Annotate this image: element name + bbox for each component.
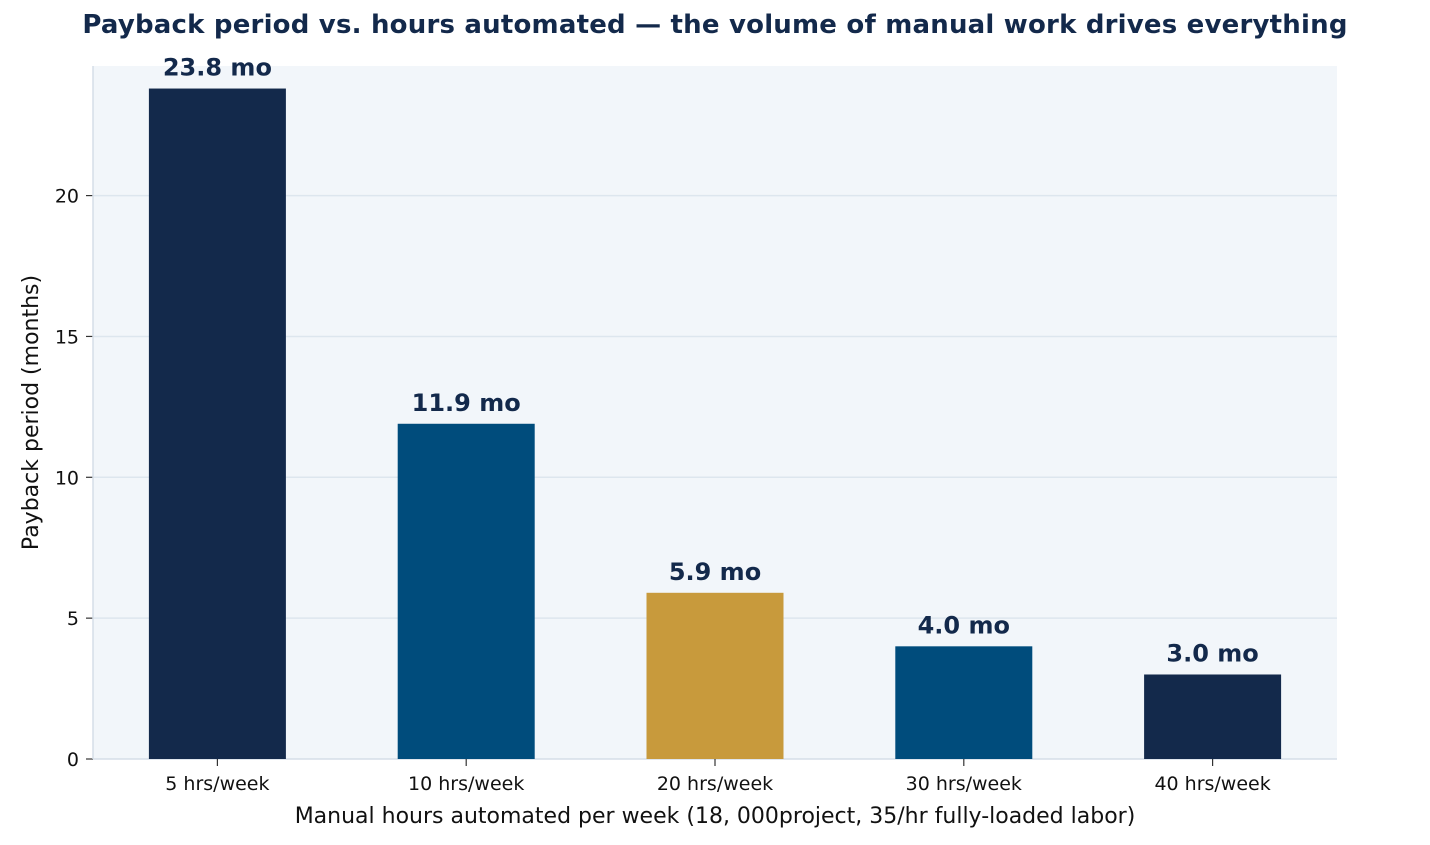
bar-value-label: 4.0 mo bbox=[918, 611, 1010, 639]
y-tick-label: 15 bbox=[55, 326, 79, 348]
plot-area: 0 5 10 15 20 23.8 mo 5 hrs/week 11.9 mo 10 hrs/w… bbox=[19, 54, 1337, 829]
chart-title: Payback period vs. hours automated — the… bbox=[82, 10, 1348, 40]
x-tick-label: 5 hrs/week bbox=[165, 773, 269, 795]
y-tick-label: 10 bbox=[55, 467, 79, 489]
y-tick-label: 20 bbox=[55, 186, 79, 208]
bar-value-label: 11.9 mo bbox=[412, 389, 521, 417]
x-axis-label: Manual hours automated per week (18, 000… bbox=[295, 804, 1136, 829]
bar-4 bbox=[895, 646, 1033, 759]
y-tick-label: 5 bbox=[67, 608, 79, 630]
x-tick-label: 40 hrs/week bbox=[1154, 773, 1270, 795]
x-tick-label: 20 hrs/week bbox=[657, 773, 773, 795]
bar-value-label: 23.8 mo bbox=[163, 54, 272, 82]
y-tick-label: 0 bbox=[67, 749, 79, 771]
bar-2 bbox=[397, 423, 535, 759]
bar-3 bbox=[646, 592, 784, 759]
bar-5 bbox=[1144, 674, 1282, 759]
x-tick-label: 30 hrs/week bbox=[906, 773, 1022, 795]
bar-value-label: 5.9 mo bbox=[669, 558, 761, 586]
bar-value-label: 3.0 mo bbox=[1166, 639, 1258, 667]
bar-1 bbox=[148, 88, 286, 760]
y-axis-label: Payback period (months) bbox=[19, 275, 44, 550]
x-tick-label: 10 hrs/week bbox=[408, 773, 524, 795]
